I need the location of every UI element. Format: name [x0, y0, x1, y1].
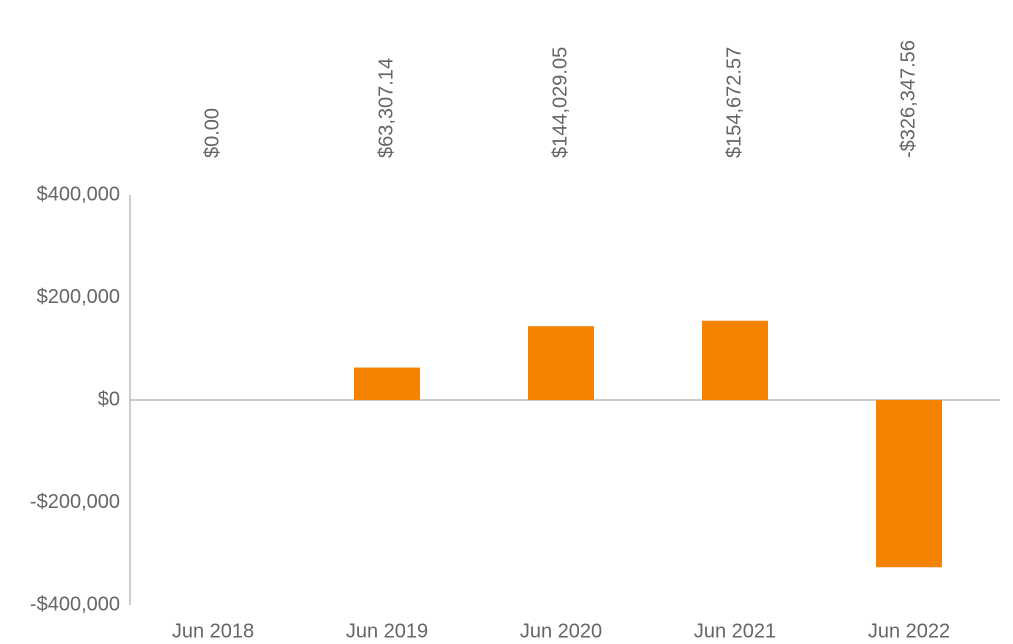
- y-tick-label: $400,000: [37, 183, 120, 205]
- x-tick-label: Jun 2021: [694, 620, 776, 642]
- x-tick-label: Jun 2020: [520, 620, 602, 642]
- bar: [876, 400, 942, 568]
- x-tick-label: Jun 2019: [346, 620, 428, 642]
- y-tick-label: $0: [98, 388, 120, 410]
- value-label: $144,029.05: [549, 47, 571, 158]
- y-tick-label: -$400,000: [30, 593, 120, 615]
- value-label: $0.00: [201, 108, 223, 158]
- x-tick-label: Jun 2022: [868, 620, 950, 642]
- y-tick-label: $200,000: [37, 286, 120, 308]
- value-label: $63,307.14: [375, 58, 397, 158]
- bar: [354, 367, 420, 400]
- value-label: -$326,347.56: [897, 40, 919, 158]
- bar: [528, 326, 594, 400]
- value-label: $154,672.57: [723, 47, 745, 158]
- y-tick-label: -$200,000: [30, 491, 120, 513]
- x-tick-label: Jun 2018: [172, 620, 254, 642]
- bar: [702, 320, 768, 400]
